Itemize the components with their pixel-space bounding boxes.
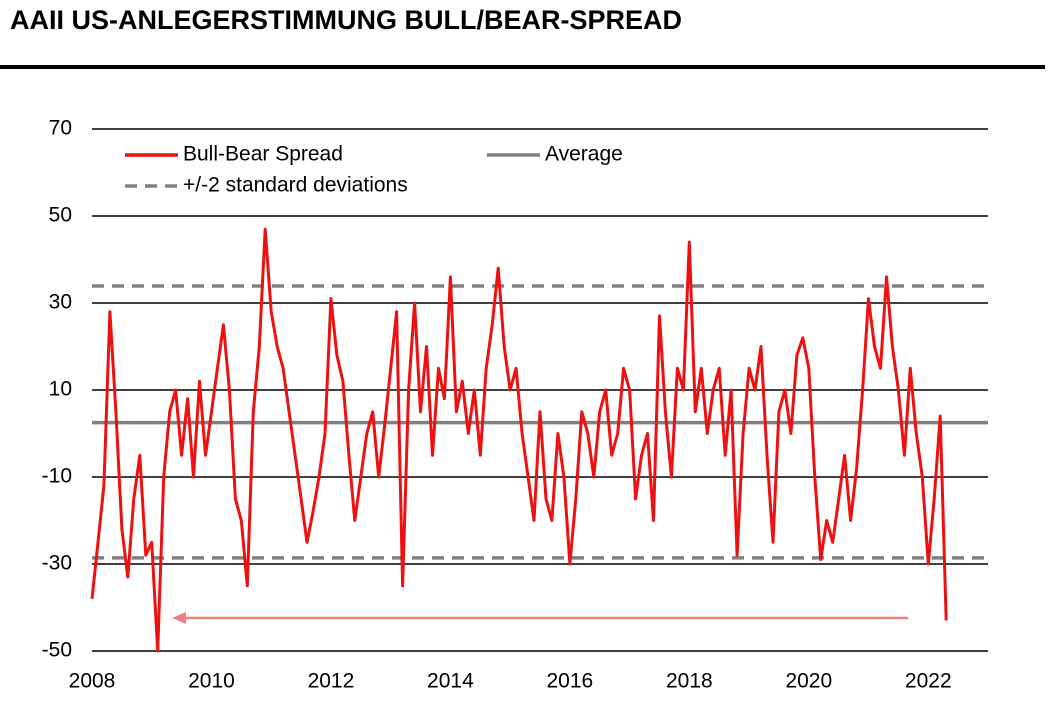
y-tick-label: 70 (49, 117, 72, 140)
x-tick-label: 2014 (427, 670, 474, 693)
legend: Bull-Bear Spread Average +/-2 standard dev… (125, 143, 623, 197)
y-tick-label: -10 (42, 465, 72, 488)
chart-title: AAII US-ANLEGERSTIMMUNG BULL/BEAR-SPREAD (10, 5, 682, 35)
grid: -50 -30 -10 10 30 50 70 2008 2010 2012 2014 2016 201… (42, 117, 988, 693)
y-tick-label: 50 (49, 204, 72, 227)
y-tick-label: 10 (49, 378, 72, 401)
x-tick-label: 2022 (905, 670, 952, 693)
legend-label: Bull-Bear Spread (183, 143, 343, 166)
data-line (90, 227, 948, 653)
plot (90, 227, 988, 653)
title-rule (0, 65, 1045, 69)
y-tick-label: -30 (42, 552, 72, 575)
x-tick-label: 2016 (547, 670, 594, 693)
x-tick-label: 2012 (308, 670, 355, 693)
y-tick-label: -50 (42, 639, 72, 662)
legend-label: Average (545, 143, 623, 166)
x-tick-label: 2020 (785, 670, 832, 693)
x-tick-label: 2018 (666, 670, 713, 693)
y-tick-label: 30 (49, 291, 72, 314)
arrow-head (172, 612, 186, 624)
legend-label: +/-2 standard deviations (183, 174, 408, 197)
x-tick-label: 2010 (188, 670, 235, 693)
x-tick-label: 2008 (69, 670, 116, 693)
